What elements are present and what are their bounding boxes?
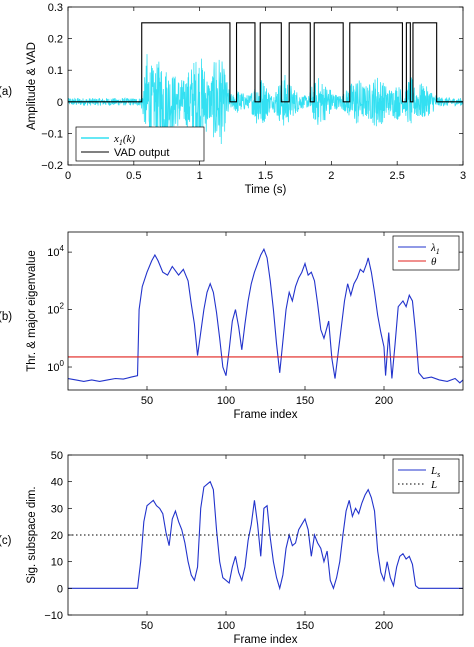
legend-entry: Ls bbox=[430, 465, 440, 479]
panel-label: (a) bbox=[0, 86, 12, 98]
plot-area-a bbox=[68, 22, 463, 151]
x-tick-label: 150 bbox=[296, 395, 314, 407]
series-a-1 bbox=[68, 22, 463, 103]
x-axis-label: Time (s) bbox=[245, 184, 287, 196]
chart-panel-b: 50 100 150 200 100 102 104 Frame index Thr. & ma… bbox=[0, 231, 464, 421]
y-tick-label: 30 bbox=[51, 503, 63, 515]
y-tick-label: −0.1 bbox=[41, 128, 63, 140]
legend-box bbox=[75, 126, 205, 162]
series-a-0 bbox=[68, 54, 463, 151]
x-tick-label: 0 bbox=[65, 170, 71, 182]
series-c-0 bbox=[68, 480, 463, 591]
x-tick-label: 1.5 bbox=[258, 170, 273, 182]
panel-label: (b) bbox=[0, 311, 12, 323]
y-tick-label: 100 bbox=[47, 359, 64, 374]
x-tick-label: 100 bbox=[217, 620, 235, 632]
y-axis-label: Amplitude & VAD bbox=[26, 42, 38, 130]
y-tick-label: 20 bbox=[51, 530, 63, 542]
x-tick-label: 200 bbox=[375, 395, 393, 407]
axes-frame-b bbox=[67, 231, 464, 391]
plot-area-c bbox=[68, 480, 463, 591]
y-tick-label: 0 bbox=[57, 583, 63, 595]
x-tick-label: 1 bbox=[197, 170, 203, 182]
y-tick-label: 0.1 bbox=[48, 65, 63, 77]
x-tick-label: 3 bbox=[460, 170, 466, 182]
y-tick-label: 10 bbox=[51, 557, 63, 569]
y-tick-label: −10 bbox=[44, 610, 63, 622]
y-tick-label: −0.2 bbox=[41, 160, 63, 172]
y-tick-label: 0.3 bbox=[48, 2, 63, 14]
chart-panel-c: 50 100 150 200 −10 0 10 20 30 40 50 Frame index Sig.… bbox=[0, 450, 464, 646]
x-tick-label: 150 bbox=[296, 620, 314, 632]
legend-box bbox=[392, 458, 460, 494]
y-tick-label: 0 bbox=[57, 97, 63, 109]
legend-b: λ1θ bbox=[392, 235, 460, 271]
y-tick-label: 104 bbox=[47, 244, 64, 259]
y-axis-label: Thr. & major eigenvalue bbox=[26, 250, 38, 371]
legend-box bbox=[392, 235, 460, 271]
x-tick-label: 2 bbox=[328, 170, 334, 182]
legend-entry: VAD output bbox=[114, 147, 169, 159]
x-tick-label: 0.5 bbox=[126, 170, 141, 182]
legend-entry: L bbox=[430, 479, 437, 491]
y-tick-label: 40 bbox=[51, 477, 63, 489]
chart-panel-a: 0 0.5 1 1.5 2 2.5 3 −0.2 −0.1 0 0.1 0.2 0.3 Time (s) A… bbox=[0, 2, 466, 196]
legend-entry: x1(k) bbox=[113, 133, 135, 147]
y-tick-label: 102 bbox=[47, 302, 64, 317]
panel-label: (c) bbox=[0, 535, 12, 547]
x-tick-label: 50 bbox=[141, 395, 153, 407]
legend-a: x1(k)VAD output bbox=[75, 126, 205, 162]
legend-c: LsL bbox=[392, 458, 460, 494]
y-tick-label: 50 bbox=[51, 450, 63, 462]
x-tick-label: 2.5 bbox=[390, 170, 405, 182]
x-tick-label: 50 bbox=[141, 620, 153, 632]
x-axis-label: Frame index bbox=[234, 409, 298, 421]
plot-area-b bbox=[68, 247, 463, 384]
y-axis-label: Sig. subspace dim. bbox=[26, 486, 38, 583]
x-tick-label: 100 bbox=[217, 395, 235, 407]
y-tick-label: 0.2 bbox=[48, 34, 63, 46]
legend-entry: λ1 bbox=[430, 242, 440, 256]
legend-entry: θ bbox=[431, 256, 437, 268]
x-axis-label: Frame index bbox=[234, 634, 298, 646]
x-tick-label: 200 bbox=[375, 620, 393, 632]
